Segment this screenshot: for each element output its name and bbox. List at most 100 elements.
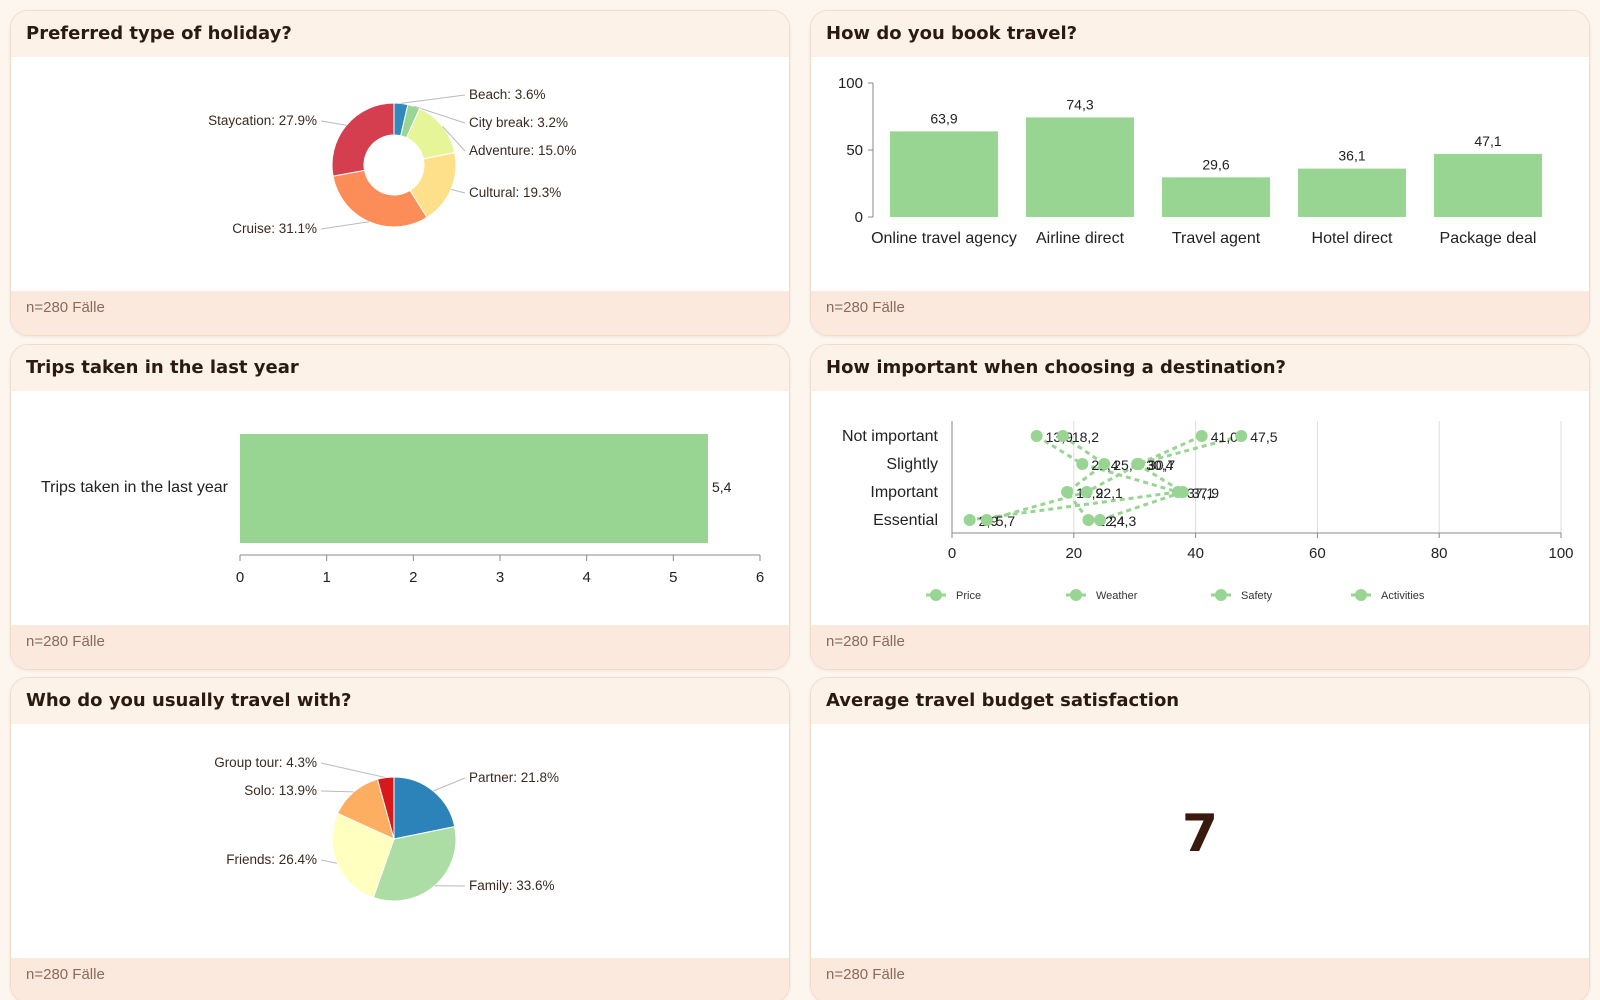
leader-line	[320, 859, 338, 864]
slice-label: Beach: 3.6%	[469, 87, 546, 102]
data-label: 47,1	[1474, 133, 1501, 149]
point-activities	[1093, 514, 1106, 526]
x-tick-label: 100	[1548, 545, 1573, 562]
card-importance: How important when choosing a destinatio…	[810, 344, 1590, 670]
leader-line	[450, 188, 466, 194]
leader-line	[320, 120, 347, 126]
slice-label: Partner: 21.8%	[469, 770, 559, 785]
x-tick-label: 1	[322, 569, 330, 586]
x-tick-label: 20	[1065, 545, 1082, 562]
data-label: 37,9	[1192, 485, 1219, 501]
legend-label: Weather	[1096, 590, 1138, 602]
legend-swatch	[1070, 589, 1082, 601]
point-weather	[1061, 486, 1074, 498]
slice-label: Family: 33.6%	[469, 878, 555, 893]
data-label: 5,4	[712, 479, 732, 495]
card-title: Who do you usually travel with?	[11, 678, 789, 724]
point-safety	[1080, 486, 1093, 498]
bar-chart: 0 50 100 63,9 Online travel agency 74,3 Airlin…	[838, 75, 1542, 247]
legend-swatch	[1215, 589, 1227, 601]
slice-label: Cultural: 19.3%	[469, 185, 561, 200]
legend-swatch	[1355, 589, 1367, 601]
x-tick-label: 3	[496, 569, 504, 586]
slice-partner	[393, 776, 456, 840]
x-tick-label: 5	[669, 569, 677, 586]
slice-label: Adventure: 15.0%	[469, 143, 576, 158]
point-weather	[1098, 458, 1111, 470]
bar-package-deal	[1434, 153, 1542, 217]
point-price	[1076, 458, 1089, 470]
slice-cruise	[332, 169, 428, 228]
data-label: 29,6	[1202, 156, 1229, 172]
horizontal-bar-chart: 5,4 Trips taken in the last year 0 1 2 3 4 5 6	[41, 434, 764, 586]
point-price	[963, 514, 976, 526]
data-label: 63,9	[930, 110, 957, 126]
bar-airline-direct	[1026, 117, 1134, 217]
card-budget-satisfaction: Average travel budget satisfaction 7 n=2…	[810, 677, 1590, 1000]
kpi-area: 7	[811, 724, 1589, 958]
series-line-activities	[1099, 434, 1242, 522]
line-chart: 0 20 40 60 80 100 Not important Slightly Importa…	[842, 421, 1574, 602]
leader-line	[320, 221, 370, 230]
category-label: Hotel direct	[1312, 230, 1393, 247]
chart-area: 0 50 100 63,9 Online travel agency 74,3 Airlin…	[811, 57, 1589, 291]
card-title: Trips taken in the last year	[11, 345, 789, 391]
series-line-price	[969, 434, 1179, 522]
data-label: 47,5	[1250, 429, 1277, 445]
x-tick-label: 4	[582, 569, 590, 586]
category-label: Airline direct	[1036, 230, 1125, 247]
chart-area: Beach: 3.6% City break: 3.2% Adventure: 15…	[11, 57, 789, 291]
card-title: Preferred type of holiday?	[11, 11, 789, 57]
series-line-weather	[1061, 434, 1107, 521]
point-safety	[1195, 430, 1208, 442]
point-activities	[1235, 430, 1248, 442]
leader-line	[433, 777, 466, 792]
legend-label: Safety	[1241, 590, 1273, 602]
legend-swatch	[930, 589, 942, 601]
chart-area: 5,4 Trips taken in the last year 0 1 2 3 4 5 6	[11, 391, 789, 625]
slice-label: Group tour: 4.3%	[214, 755, 317, 770]
x-tick-label: 80	[1431, 545, 1448, 562]
card-trips: Trips taken in the last year 5,4 Trips ta…	[10, 344, 790, 670]
data-label: 22,1	[1096, 485, 1123, 501]
category-label: Package deal	[1440, 230, 1537, 247]
data-label: 30,4	[1146, 457, 1173, 473]
point-activities	[1176, 486, 1189, 498]
slice-label: Staycation: 27.9%	[208, 113, 317, 128]
bar-trips-taken	[240, 434, 708, 543]
card-footer: n=280 Fälle	[811, 291, 1589, 335]
card-booking: How do you book travel? 0 50 100 63,9 Online…	[810, 10, 1590, 336]
data-label: 36,1	[1338, 148, 1365, 164]
slice-family	[372, 826, 457, 902]
slice-staycation	[331, 102, 395, 177]
slice-label: Solo: 13.9%	[244, 783, 317, 798]
x-tick-label: 0	[236, 569, 244, 586]
slice-solo	[336, 778, 395, 840]
category-label: Trips taken in the last year	[41, 479, 229, 496]
point-weather	[1056, 430, 1069, 442]
legend-label: Price	[956, 590, 981, 602]
data-label: 18,2	[1072, 429, 1099, 445]
card-holiday-type: Preferred type of holiday? Beach: 3.6% Ci…	[10, 10, 790, 336]
x-tick-label: 0	[948, 545, 956, 562]
leader-line	[442, 126, 466, 152]
series-line-safety	[986, 434, 1203, 522]
y-tick-label: 0	[855, 209, 863, 226]
leader-line	[413, 105, 466, 124]
data-label: 41,0	[1211, 429, 1238, 445]
bar-online-travel-agency	[890, 131, 998, 217]
slice-label: Friends: 26.4%	[226, 852, 317, 867]
y-category-label: Slightly	[886, 456, 938, 473]
point-weather	[1082, 514, 1095, 526]
x-tick-label: 60	[1309, 545, 1326, 562]
point-activities	[1131, 458, 1144, 470]
card-title: How important when choosing a destinatio…	[811, 345, 1589, 391]
card-title: Average travel budget satisfaction	[811, 678, 1589, 724]
legend-label: Activities	[1381, 590, 1425, 602]
bar-travel-agent	[1162, 177, 1270, 217]
card-footer: n=280 Fälle	[11, 625, 789, 669]
bar-hotel-direct	[1298, 168, 1406, 217]
card-footer: n=280 Fälle	[811, 958, 1589, 1000]
card-travel-with: Who do you usually travel with? Partner:…	[10, 677, 790, 1000]
